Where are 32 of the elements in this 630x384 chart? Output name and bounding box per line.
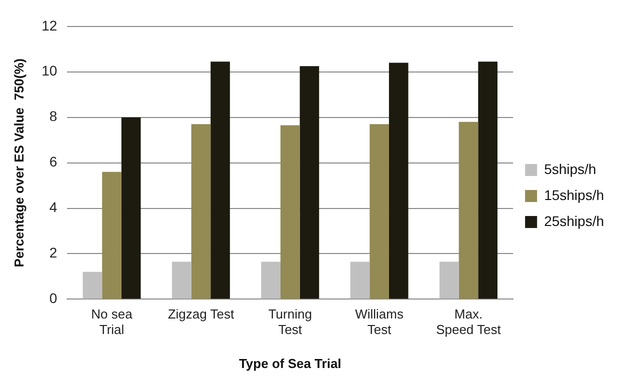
- y-tick-label: 4: [49, 199, 58, 216]
- bar: [300, 66, 320, 299]
- bar: [478, 62, 498, 299]
- bar: [370, 124, 389, 299]
- y-axis-title: Percentage over ES Value 750(%): [11, 58, 26, 268]
- legend-label: 25ships/h: [544, 212, 604, 229]
- bar: [458, 122, 478, 299]
- bar: [210, 62, 230, 299]
- y-tick-label: 12: [42, 17, 58, 34]
- bar: [388, 62, 408, 299]
- y-tick-label: 6: [49, 154, 58, 170]
- bar: [261, 262, 280, 299]
- x-tick-label: Williams Test: [355, 306, 404, 338]
- legend-label: 15ships/h: [544, 186, 604, 203]
- x-axis-title: Type of Sea Trial: [238, 356, 342, 371]
- bar: [172, 262, 192, 299]
- bar: [102, 172, 122, 299]
- y-tick-label: 2: [49, 244, 58, 261]
- bar: [439, 262, 459, 299]
- bar: [280, 125, 300, 299]
- y-tick-label: 0: [49, 290, 58, 306]
- bar: [350, 262, 370, 299]
- legend-label: 5ships/h: [544, 160, 596, 177]
- bar: [191, 124, 211, 299]
- x-tick-label: Turning Test: [268, 306, 312, 338]
- bar: [82, 272, 102, 299]
- x-tick-label: Zigzag Test: [168, 306, 234, 322]
- bar: [121, 117, 141, 299]
- y-tick-label: 10: [42, 62, 58, 79]
- x-tick-label: Max. Speed Test: [436, 306, 502, 338]
- x-tick-label: No sea Trial: [91, 306, 134, 338]
- y-tick-label: 8: [49, 108, 58, 124]
